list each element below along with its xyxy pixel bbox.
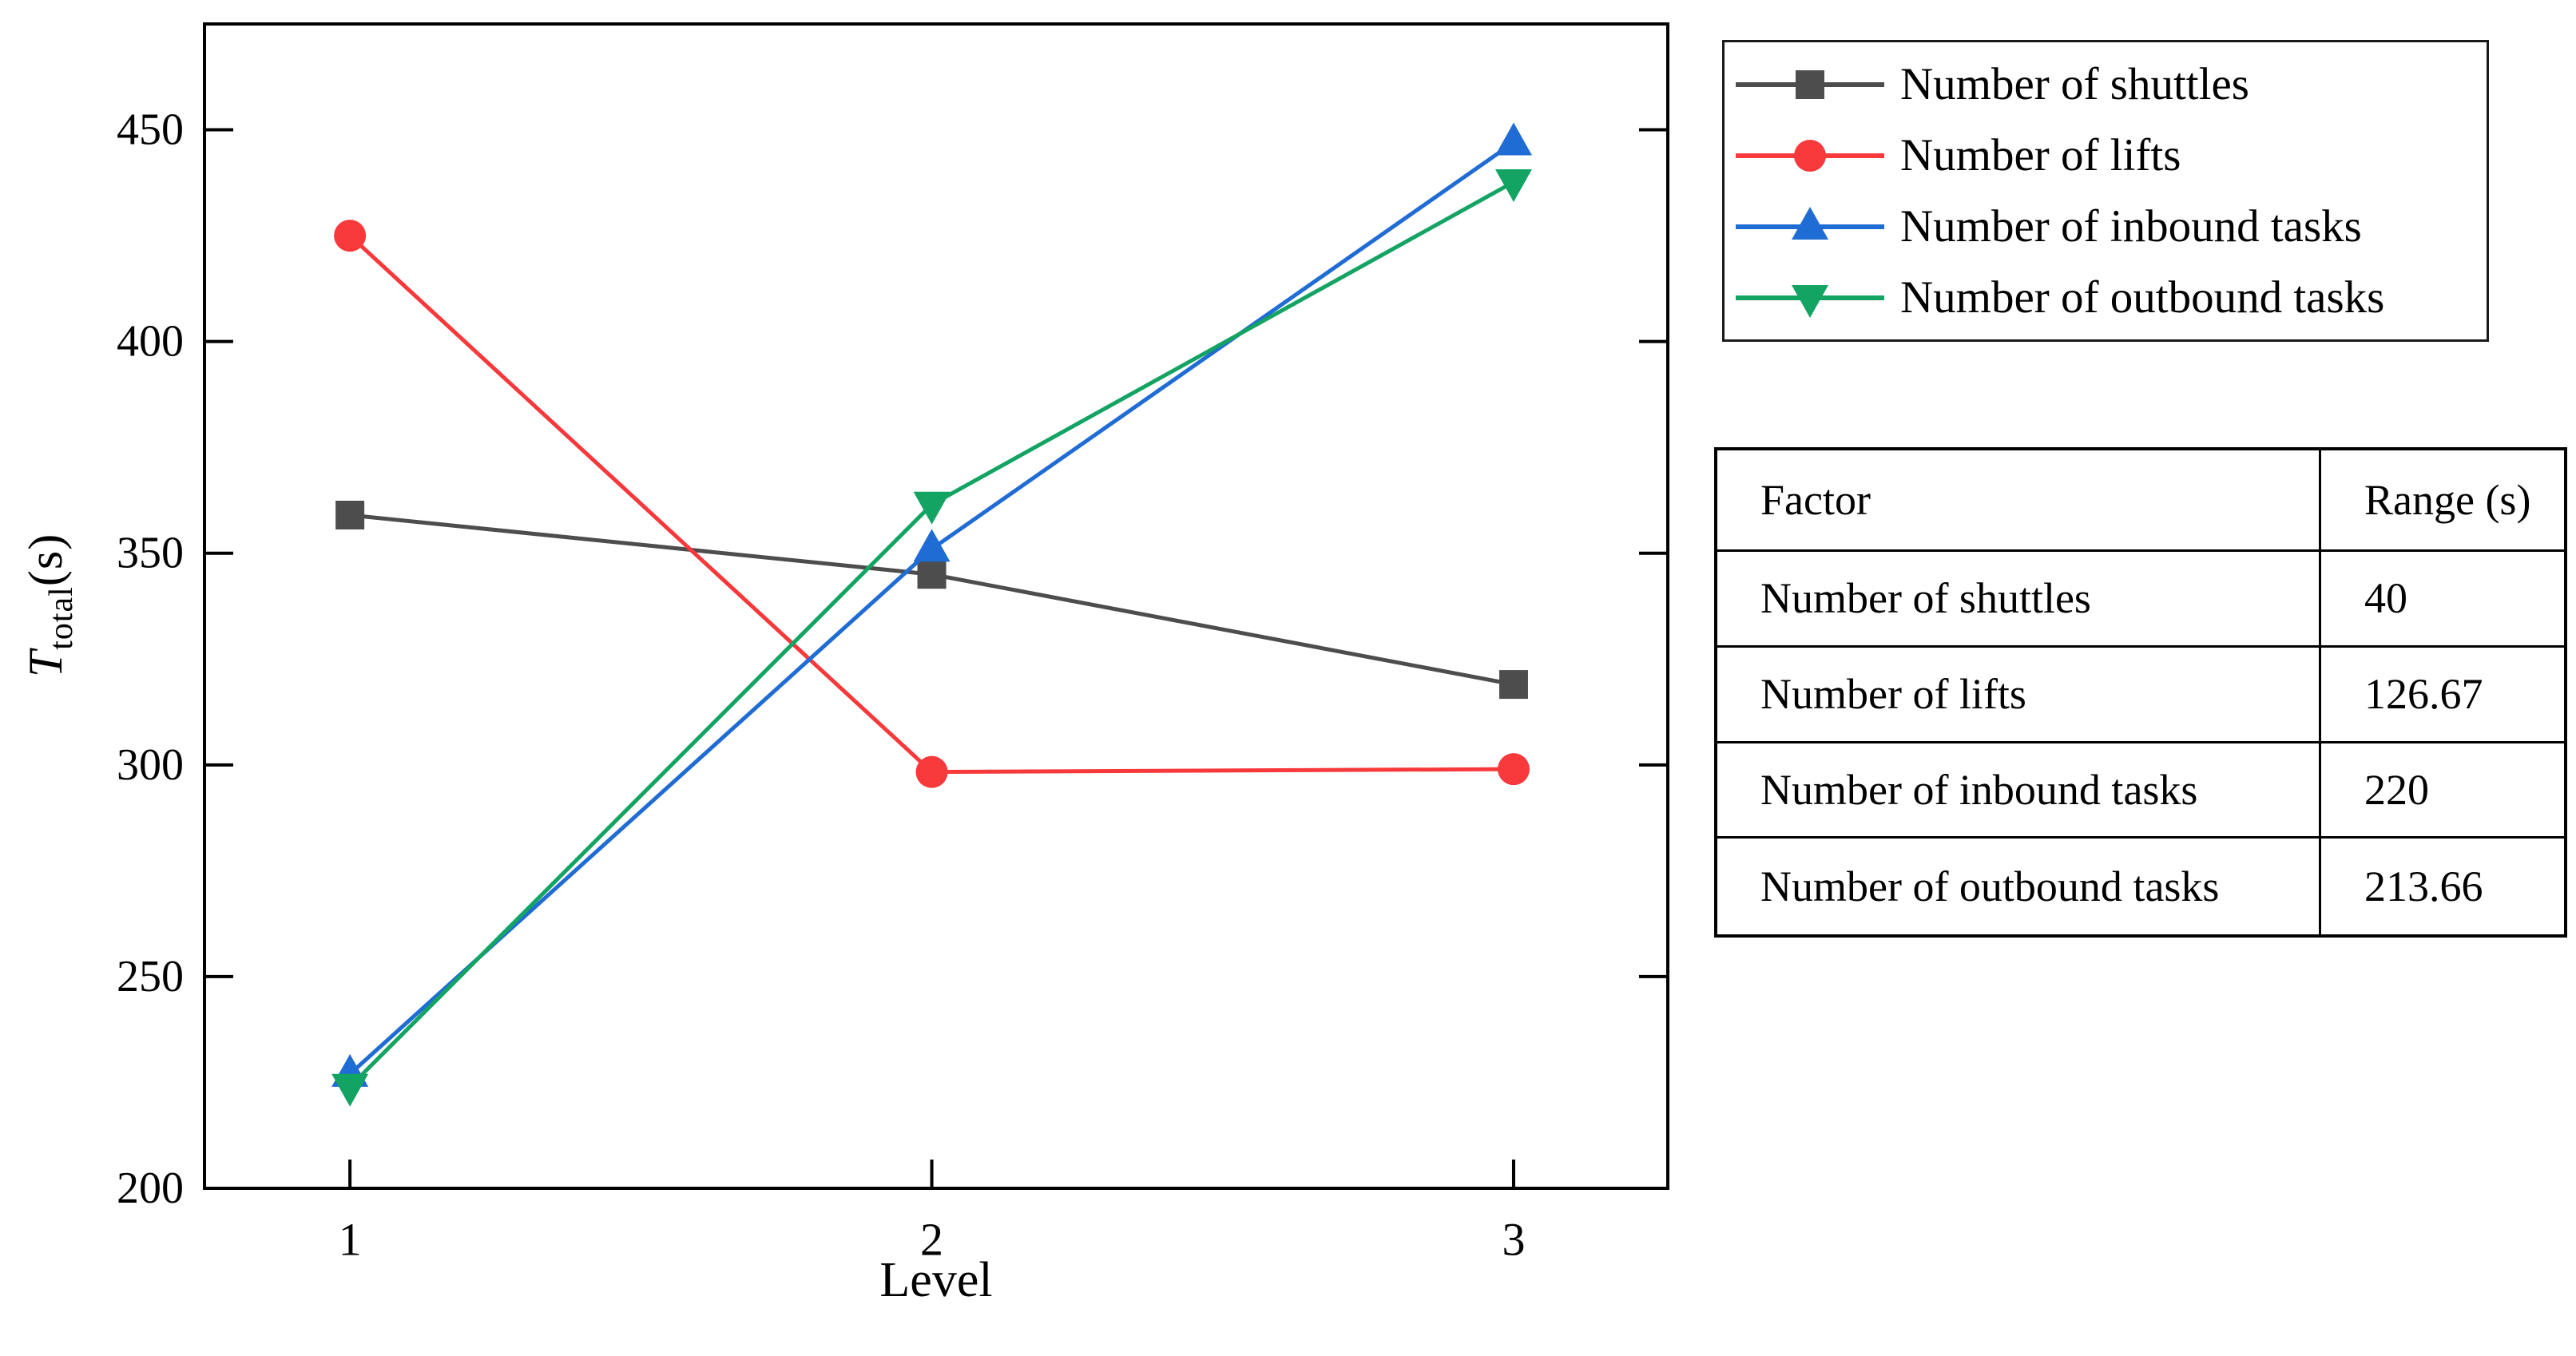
svg-text:250: 250	[117, 952, 184, 1001]
table-header-factor: Factor	[1717, 450, 2321, 552]
y-axis-label-symbol: T	[19, 649, 72, 678]
table-row-factor: Number of lifts	[1717, 647, 2321, 743]
legend-marker-circle-icon	[1736, 139, 1884, 172]
svg-text:200: 200	[117, 1164, 184, 1213]
table-row-factor: Number of shuttles	[1717, 552, 2321, 648]
legend-marker-triangle-down-icon	[1736, 284, 1884, 318]
y-axis-label-unit: (s)	[19, 533, 72, 587]
legend-item-shuttles: Number of shuttles	[1725, 58, 2487, 110]
table-row-range: 213.66	[2364, 862, 2483, 911]
y-axis-label-subscript: total	[43, 586, 80, 650]
table-row-factor: Number of inbound tasks	[1717, 743, 2321, 839]
svg-text:300: 300	[117, 740, 184, 790]
y-axis-label: Ttotal(s)	[18, 533, 81, 677]
range-table: Factor Range (s) Number of shuttles 40 N…	[1714, 447, 2567, 938]
legend-label: Number of shuttles	[1900, 59, 2249, 109]
table-row-range: 220	[2321, 743, 2564, 839]
legend-item-outbound: Number of outbound tasks	[1725, 272, 2487, 323]
svg-text:350: 350	[117, 529, 184, 578]
legend-marker-square-icon	[1736, 69, 1884, 99]
svg-text:2: 2	[920, 1214, 943, 1266]
table-row-range: 126.67	[2321, 648, 2564, 743]
legend-item-lifts: Number of lifts	[1725, 129, 2487, 181]
table-row-factor: Number of outbound tasks	[1717, 839, 2321, 934]
legend-item-inbound: Number of inbound tasks	[1725, 200, 2487, 252]
x-axis-label: Level	[879, 1253, 993, 1307]
chart-legend: Number of shuttles Number of lifts Numbe…	[1722, 40, 2489, 342]
svg-text:1: 1	[339, 1214, 362, 1266]
legend-label: Number of lifts	[1900, 130, 2181, 180]
table-header-range: Range (s)	[2321, 450, 2564, 552]
svg-text:450: 450	[117, 105, 184, 155]
legend-marker-triangle-up-icon	[1736, 206, 1884, 240]
table-row-range: 40	[2321, 552, 2564, 648]
svg-text:3: 3	[1502, 1214, 1525, 1266]
svg-text:400: 400	[117, 317, 184, 367]
line-chart: 200 250 300 350 400 450 1 2 3	[117, 22, 1669, 1266]
legend-label: Number of inbound tasks	[1900, 201, 2362, 252]
legend-label: Number of outbound tasks	[1900, 272, 2385, 323]
